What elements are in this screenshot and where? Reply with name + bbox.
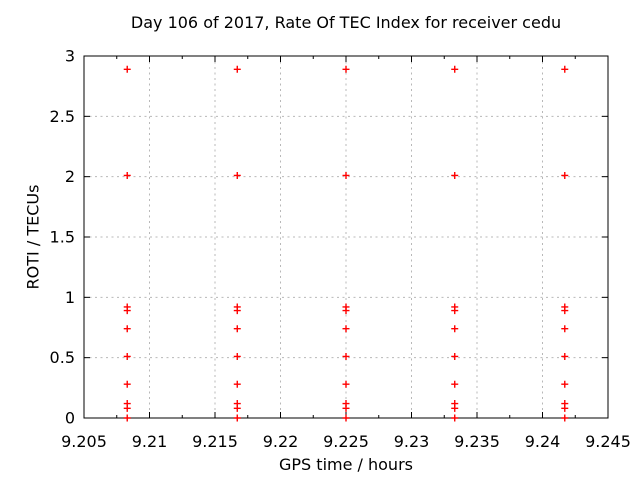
- data-point-marker: [342, 352, 350, 360]
- x-axis-label: GPS time / hours: [279, 455, 413, 474]
- x-tick-label: 9.22: [263, 432, 299, 451]
- data-point-marker: [451, 65, 459, 73]
- data-point-marker: [451, 325, 459, 333]
- data-point-marker: [342, 171, 350, 179]
- data-point-marker: [451, 404, 459, 412]
- data-point-marker: [561, 307, 569, 315]
- data-point-marker: [123, 325, 131, 333]
- data-point-marker: [342, 380, 350, 388]
- x-tick-label: 9.225: [323, 432, 369, 451]
- y-tick-label: 1.5: [50, 228, 75, 247]
- data-point-marker: [451, 307, 459, 315]
- x-tick-label: 9.205: [61, 432, 107, 451]
- data-point-marker: [451, 171, 459, 179]
- data-point-marker: [123, 65, 131, 73]
- data-point-marker: [561, 404, 569, 412]
- y-tick-label: 1: [65, 288, 75, 307]
- y-tick-label: 0: [65, 409, 75, 428]
- x-tick-label: 9.245: [585, 432, 631, 451]
- x-tick-label: 9.215: [192, 432, 238, 451]
- data-point-marker: [123, 380, 131, 388]
- data-point-marker: [451, 352, 459, 360]
- data-point-marker: [561, 380, 569, 388]
- x-tick-label: 9.23: [394, 432, 430, 451]
- data-point-marker: [233, 325, 241, 333]
- data-point-marker: [451, 414, 459, 422]
- data-point-marker: [233, 171, 241, 179]
- data-point-marker: [123, 307, 131, 315]
- data-point-marker: [561, 325, 569, 333]
- data-point-marker: [561, 414, 569, 422]
- data-point-marker: [233, 307, 241, 315]
- data-point-marker: [123, 352, 131, 360]
- data-point-marker: [561, 352, 569, 360]
- x-tick-label: 9.21: [132, 432, 168, 451]
- data-point-marker: [233, 414, 241, 422]
- x-tick-label: 9.235: [454, 432, 500, 451]
- y-tick-label: 2: [65, 167, 75, 186]
- data-point-marker: [342, 325, 350, 333]
- data-point-marker: [233, 65, 241, 73]
- data-point-marker: [233, 404, 241, 412]
- data-point-marker: [123, 171, 131, 179]
- data-point-marker: [561, 171, 569, 179]
- data-point-marker: [123, 414, 131, 422]
- data-point-marker: [233, 352, 241, 360]
- data-point-marker: [451, 380, 459, 388]
- data-point-marker: [342, 65, 350, 73]
- data-point-marker: [561, 65, 569, 73]
- data-point-marker: [342, 404, 350, 412]
- data-point-marker: [342, 307, 350, 315]
- x-tick-label: 9.24: [525, 432, 561, 451]
- y-tick-label: 3: [65, 47, 75, 66]
- data-point-marker: [342, 414, 350, 422]
- data-point-marker: [123, 404, 131, 412]
- chart-title: Day 106 of 2017, Rate Of TEC Index for r…: [130, 13, 562, 32]
- y-tick-label: 0.5: [50, 348, 75, 367]
- data-point-marker: [233, 380, 241, 388]
- y-tick-label: 2.5: [50, 107, 75, 126]
